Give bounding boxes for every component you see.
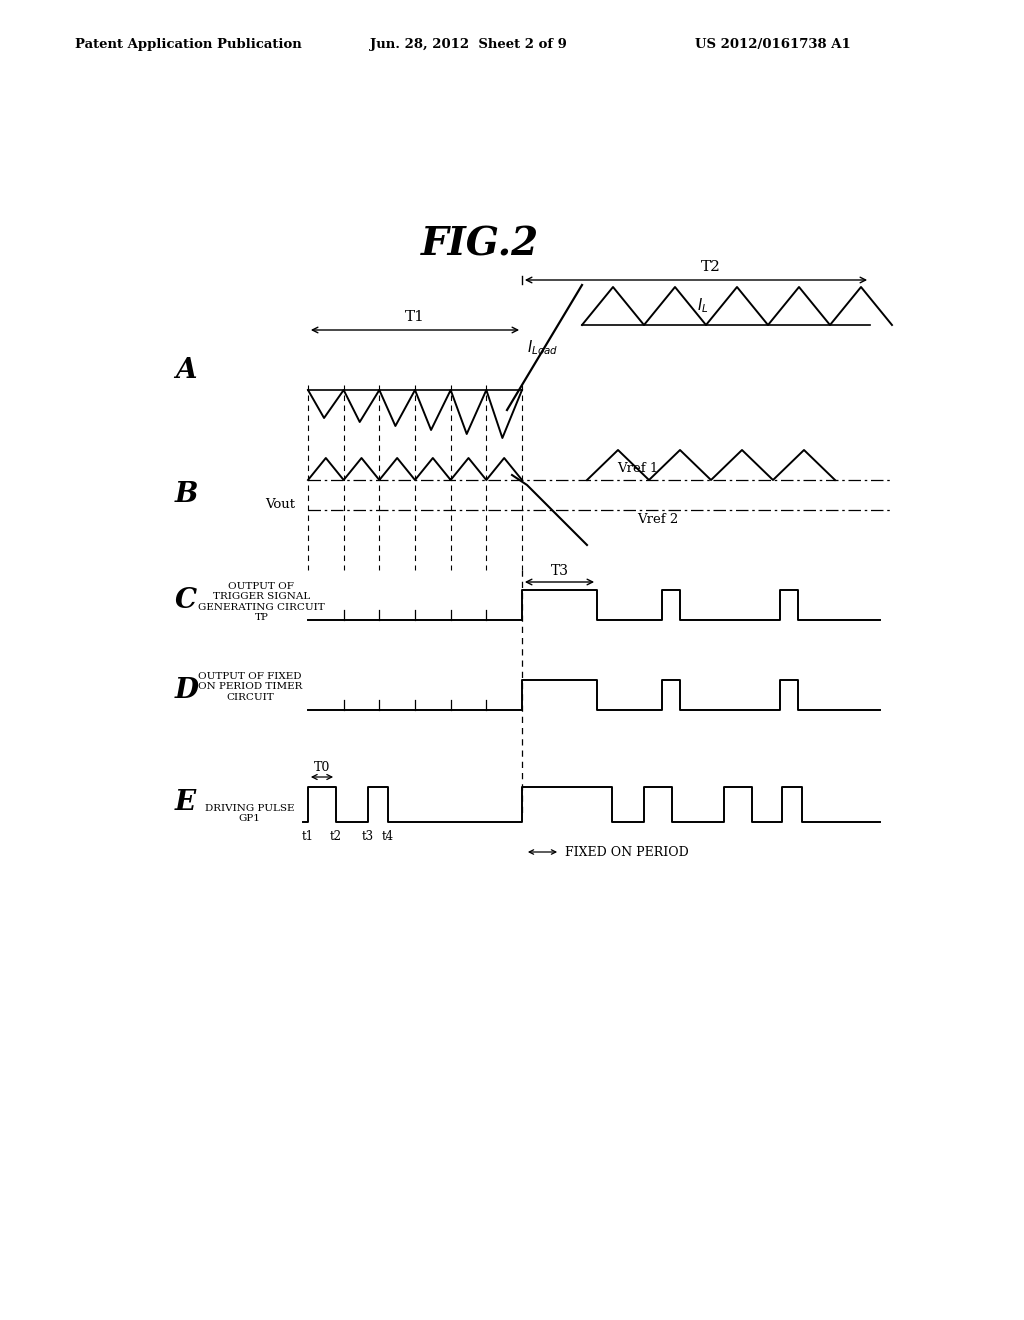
Text: T1: T1 — [406, 310, 425, 323]
Text: $I_{Load}$: $I_{Load}$ — [527, 339, 558, 358]
Text: Vout: Vout — [265, 499, 295, 511]
Text: t2: t2 — [330, 830, 342, 843]
Text: OUTPUT OF FIXED
ON PERIOD TIMER
CIRCUIT: OUTPUT OF FIXED ON PERIOD TIMER CIRCUIT — [198, 672, 302, 702]
Text: T3: T3 — [551, 564, 568, 578]
Text: FIXED ON PERIOD: FIXED ON PERIOD — [565, 846, 689, 858]
Text: E: E — [175, 788, 197, 816]
Text: Patent Application Publication: Patent Application Publication — [75, 38, 302, 51]
Text: US 2012/0161738 A1: US 2012/0161738 A1 — [695, 38, 851, 51]
Text: t1: t1 — [302, 830, 314, 843]
Text: Vref 2: Vref 2 — [637, 513, 678, 525]
Text: C: C — [175, 586, 198, 614]
Text: OUTPUT OF
TRIGGER SIGNAL
GENERATING CIRCUIT
TP: OUTPUT OF TRIGGER SIGNAL GENERATING CIRC… — [198, 582, 325, 622]
Text: FIG.2: FIG.2 — [421, 224, 539, 263]
Text: $I_L$: $I_L$ — [697, 296, 709, 315]
Text: DRIVING PULSE
GP1: DRIVING PULSE GP1 — [205, 804, 295, 824]
Text: T2: T2 — [701, 260, 721, 275]
Text: D: D — [175, 676, 199, 704]
Text: t3: t3 — [361, 830, 374, 843]
Text: T0: T0 — [313, 762, 330, 774]
Text: Jun. 28, 2012  Sheet 2 of 9: Jun. 28, 2012 Sheet 2 of 9 — [370, 38, 567, 51]
Text: B: B — [175, 482, 199, 508]
Text: A: A — [175, 356, 197, 384]
Text: t4: t4 — [382, 830, 394, 843]
Text: Vref 1: Vref 1 — [617, 462, 658, 475]
